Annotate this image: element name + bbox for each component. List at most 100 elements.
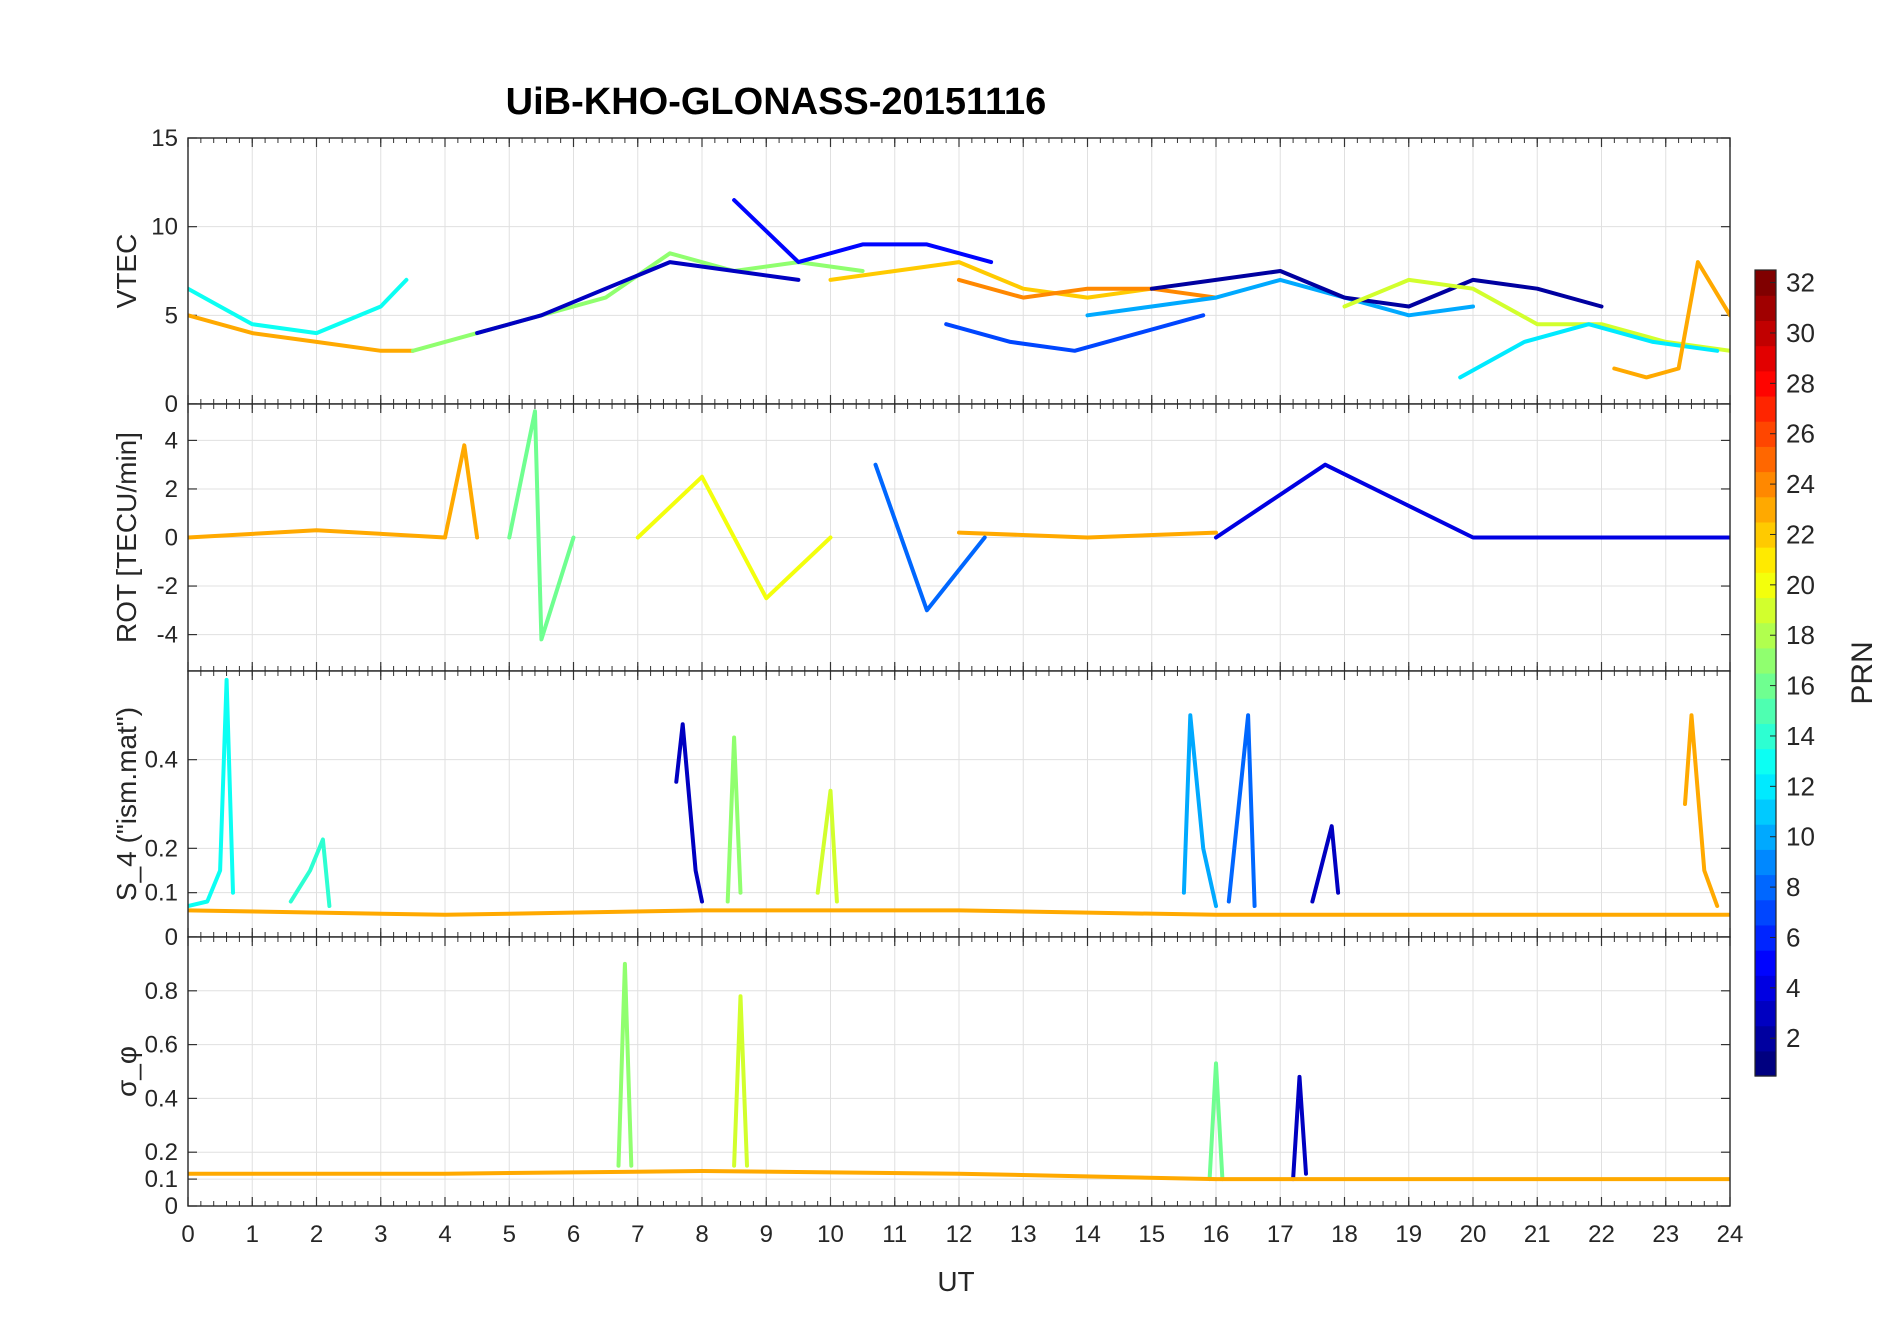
series-line-prn-8 bbox=[1226, 713, 1257, 908]
x-tick-label: 4 bbox=[438, 1221, 451, 1248]
colorbar-swatch bbox=[1755, 496, 1776, 523]
series-line-prn-17 bbox=[616, 961, 634, 1168]
series-line-prn-23 bbox=[188, 313, 415, 353]
x-tick-label: 13 bbox=[1010, 1221, 1037, 1248]
series-line-prn-23 bbox=[188, 443, 480, 540]
colorbar-swatch bbox=[1755, 597, 1776, 624]
y-tick-label: 0 bbox=[165, 525, 178, 552]
colorbar-tick-label: 24 bbox=[1786, 469, 1815, 499]
x-tick-label: 3 bbox=[374, 1221, 387, 1248]
y-axis-label: S_4 ("ism.mat") bbox=[111, 707, 142, 901]
y-tick-label: 0.1 bbox=[145, 880, 178, 907]
series-line-prn-5 bbox=[732, 198, 994, 265]
series-line-prn-19 bbox=[815, 788, 839, 904]
y-tick-label: 0 bbox=[165, 1193, 178, 1220]
colorbar-swatch bbox=[1755, 270, 1776, 296]
series-line-prn-23 bbox=[1683, 713, 1720, 908]
y-axis-label: ROT [TECU/min] bbox=[111, 432, 142, 643]
colorbar-swatch bbox=[1755, 370, 1776, 397]
x-axis-label: UT bbox=[937, 1266, 974, 1297]
colorbar-tick-label: 26 bbox=[1786, 419, 1815, 449]
x-tick-label: 9 bbox=[760, 1221, 773, 1248]
series-line-prn-3 bbox=[475, 260, 801, 336]
colorbar-tick-label: 22 bbox=[1786, 519, 1815, 549]
series-line-prn-3 bbox=[1291, 1074, 1308, 1182]
y-tick-label: 0.2 bbox=[145, 835, 178, 862]
colorbar-tick-label: 2 bbox=[1786, 1023, 1800, 1053]
series-line-prn-7 bbox=[944, 313, 1206, 353]
y-tick-label: 0.6 bbox=[145, 1032, 178, 1059]
colorbar-swatch bbox=[1755, 295, 1776, 321]
series-line-prn-24 bbox=[957, 277, 1218, 300]
x-tick-label: 20 bbox=[1460, 1221, 1487, 1248]
panel-4: 0 1 2 3 4 5 6 7 8 9 10 11 12 13 14 15 16 17 18 19 20 21 22 23 24… bbox=[111, 936, 1744, 1248]
series-line-prn-13 bbox=[188, 277, 409, 336]
series-line-prn-16 bbox=[507, 409, 576, 642]
x-tick-label: 17 bbox=[1267, 1221, 1294, 1248]
colorbar-tick-label: 6 bbox=[1786, 922, 1800, 952]
series-line-prn-4 bbox=[1214, 462, 1730, 540]
series-line-prn-12 bbox=[1458, 322, 1720, 380]
colorbar-swatch bbox=[1755, 421, 1776, 447]
y-tick-label: 0.2 bbox=[145, 1139, 178, 1166]
y-tick-label: 0.8 bbox=[145, 978, 178, 1005]
y-tick-label: 4 bbox=[165, 427, 178, 454]
series-line-prn-22 bbox=[828, 260, 1154, 300]
x-tick-label: 23 bbox=[1652, 1221, 1679, 1248]
colorbar-swatch bbox=[1755, 521, 1776, 548]
panel-3: 0 0.1 0.2 0.4S_4 ("ism.mat") bbox=[111, 670, 1731, 951]
colorbar-tick-label: 30 bbox=[1786, 318, 1815, 348]
colorbar-swatch bbox=[1755, 824, 1776, 850]
y-tick-label: 0 bbox=[165, 924, 178, 951]
colorbar-swatch bbox=[1755, 572, 1776, 599]
y-tick-label: -4 bbox=[157, 622, 178, 649]
series-line-prn-20 bbox=[635, 474, 833, 601]
y-tick-label: 0.1 bbox=[145, 1166, 178, 1193]
colorbar-tick-label: 8 bbox=[1786, 872, 1800, 902]
colorbar-tick-label: 28 bbox=[1786, 368, 1815, 398]
colorbar-tick-label: 16 bbox=[1786, 671, 1815, 701]
x-tick-label: 18 bbox=[1331, 1221, 1358, 1248]
colorbar-swatch bbox=[1755, 798, 1776, 825]
x-tick-label: 24 bbox=[1717, 1221, 1744, 1248]
colorbar-swatch bbox=[1755, 320, 1776, 347]
x-tick-label: 8 bbox=[695, 1221, 708, 1248]
x-tick-label: 19 bbox=[1395, 1221, 1422, 1248]
series-line-prn-3 bbox=[1310, 824, 1341, 904]
colorbar-tick-label: 4 bbox=[1786, 973, 1800, 1003]
x-tick-label: 14 bbox=[1074, 1221, 1101, 1248]
colorbar-tick-label: 10 bbox=[1786, 822, 1815, 852]
colorbar-swatch bbox=[1755, 1050, 1776, 1077]
x-tick-label: 5 bbox=[503, 1221, 516, 1248]
series-line-prn-19 bbox=[732, 994, 749, 1168]
figure-title: UiB-KHO-GLONASS-20151116 bbox=[506, 81, 1047, 123]
colorbar-tick-label: 14 bbox=[1786, 721, 1815, 751]
x-tick-label: 6 bbox=[567, 1221, 580, 1248]
y-tick-label: 5 bbox=[165, 302, 178, 329]
series-line-prn-10 bbox=[1085, 277, 1475, 318]
axes-frame bbox=[187, 936, 1731, 1207]
y-tick-label: 0 bbox=[165, 391, 178, 418]
colorbar-swatch bbox=[1755, 899, 1776, 926]
colorbar-swatch bbox=[1755, 748, 1776, 775]
series-line-prn-14 bbox=[288, 837, 332, 908]
panel-1: 0 5 10 15 VTEC bbox=[111, 125, 1731, 418]
x-tick-label: 2 bbox=[310, 1221, 323, 1248]
series-line-prn-3 bbox=[674, 722, 704, 904]
x-tick-label: 1 bbox=[246, 1221, 259, 1248]
x-tick-label: 15 bbox=[1138, 1221, 1165, 1248]
series-line-prn-13 bbox=[188, 677, 235, 908]
colorbar-swatch bbox=[1755, 1025, 1776, 1052]
series-line-prn-23 bbox=[957, 530, 1218, 540]
colorbar-swatch bbox=[1755, 773, 1776, 800]
x-tick-label: 16 bbox=[1203, 1221, 1230, 1248]
colorbar-swatch bbox=[1755, 395, 1776, 422]
colorbar-frame bbox=[1754, 269, 1777, 1077]
colorbar-swatch bbox=[1755, 950, 1776, 976]
y-tick-label: 0.4 bbox=[145, 1085, 178, 1112]
panel-2: -4 -2 0 2 4 ROT [TECU/min] bbox=[111, 403, 1731, 672]
colorbar-swatch bbox=[1755, 647, 1776, 674]
